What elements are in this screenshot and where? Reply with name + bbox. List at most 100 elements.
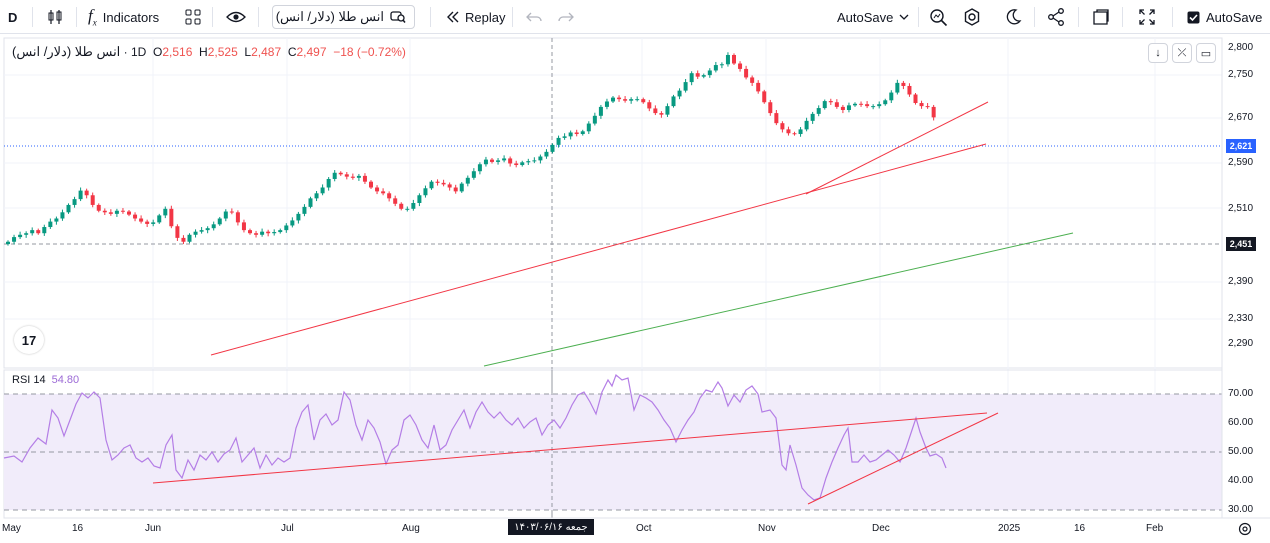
- candle-body: [798, 129, 803, 135]
- price-grid: [4, 74, 1222, 320]
- candle-body: [641, 99, 646, 103]
- replay-button[interactable]: Replay: [446, 0, 505, 34]
- chevron-down-icon: [899, 14, 909, 20]
- candle-body: [750, 77, 755, 83]
- grid-icon: [185, 9, 201, 25]
- price-axis-label: 2,750: [1228, 69, 1254, 80]
- candle-body: [665, 106, 670, 115]
- share-button[interactable]: [1046, 0, 1066, 34]
- logo-text: 17: [21, 332, 37, 348]
- candle-body: [550, 144, 555, 152]
- indicators-label: Indicators: [102, 9, 160, 25]
- candle-body: [846, 105, 851, 110]
- candle-body: [338, 172, 343, 175]
- undo-button[interactable]: [526, 0, 542, 34]
- redo-button[interactable]: [558, 0, 574, 34]
- candle-body: [139, 218, 144, 222]
- candle-body: [387, 193, 392, 199]
- rsi-legend[interactable]: RSI 14 54.80: [12, 374, 79, 386]
- candle-body: [653, 108, 658, 114]
- candle-body: [114, 210, 119, 214]
- candle-body: [48, 221, 53, 228]
- scroll-down-button[interactable]: ↓: [1148, 43, 1168, 63]
- time-axis-label: 16: [1074, 523, 1086, 534]
- candle-body: [441, 182, 446, 185]
- candle-body: [744, 68, 749, 78]
- candle-body: [369, 181, 373, 188]
- candle-body: [12, 237, 17, 242]
- interval-label: D: [8, 9, 18, 25]
- candle-body: [520, 162, 525, 166]
- candle-body: [453, 187, 458, 192]
- rsi-trendline-long: [152, 412, 988, 484]
- candle-body: [465, 177, 470, 184]
- candle-body: [423, 188, 428, 196]
- maximize-icon: ▭: [1200, 47, 1212, 60]
- candle-body: [859, 103, 864, 105]
- fullscreen-button[interactable]: [1138, 0, 1156, 34]
- tradingview-logo[interactable]: 17: [14, 326, 44, 354]
- symbol-search-box[interactable]: انس طلا (دلار/ انس): [272, 5, 415, 29]
- candle-body: [296, 213, 301, 221]
- candle-body: [278, 230, 283, 233]
- rsi-value: 54.80: [51, 374, 80, 386]
- candle-body: [54, 218, 59, 222]
- candle-body: [163, 208, 168, 216]
- eye-icon: [226, 11, 246, 23]
- candle-body: [133, 214, 138, 219]
- toolbar-divider: [918, 7, 919, 27]
- trendline-short: [805, 101, 989, 195]
- theme-toggle-button[interactable]: [1004, 0, 1022, 34]
- candle-body: [780, 123, 785, 130]
- candle-body: [871, 106, 876, 108]
- candle-body: [490, 159, 494, 162]
- settings-button[interactable]: [962, 0, 982, 34]
- legend-open-label: O: [153, 45, 163, 59]
- candle-body: [574, 132, 579, 135]
- price-axis-label: 2,290: [1228, 338, 1254, 349]
- quick-search-button[interactable]: [928, 0, 948, 34]
- candle-body: [229, 211, 234, 213]
- candle-body: [562, 136, 567, 138]
- candle-body: [260, 231, 265, 235]
- layouts-button[interactable]: [185, 0, 201, 34]
- autosave-dropdown-label: AutoSave: [837, 9, 894, 25]
- candle-body: [254, 233, 259, 235]
- candle-body: [181, 237, 186, 242]
- candle-body: [459, 183, 464, 192]
- indicators-button[interactable]: fx Indicators: [88, 0, 159, 34]
- autosave-toggle[interactable]: AutoSave: [1187, 0, 1262, 34]
- candle-body: [508, 158, 513, 164]
- time-axis-label: Jul: [281, 523, 294, 534]
- candle-body: [756, 82, 761, 92]
- candle-body: [568, 132, 573, 137]
- candle-body: [96, 204, 101, 211]
- candle-body: [925, 106, 930, 108]
- candle-body: [647, 102, 652, 109]
- collapse-pane-button[interactable]: ⤫: [1172, 43, 1192, 63]
- candle-body: [381, 191, 386, 194]
- legend-close-label: C: [287, 45, 297, 59]
- autosave-dropdown[interactable]: AutoSave: [837, 0, 909, 34]
- collapse-icon: ⤫: [1177, 46, 1187, 59]
- candle-style-button[interactable]: [46, 0, 64, 34]
- candle-body: [241, 222, 246, 231]
- candle-body: [822, 101, 827, 109]
- time-axis-label: Oct: [636, 523, 652, 534]
- rsi-axis-label: 30.00: [1228, 504, 1254, 515]
- candle-body: [78, 190, 83, 200]
- visibility-button[interactable]: [226, 0, 246, 34]
- arrow-down-icon: ↓: [1155, 47, 1161, 59]
- time-axis-settings-button[interactable]: [1238, 522, 1252, 541]
- rsi-axis-label: 50.00: [1228, 446, 1254, 457]
- legend-symbol[interactable]: انس طلا (دلار/ انس): [12, 44, 121, 59]
- layout-button[interactable]: [1092, 0, 1110, 34]
- chart-canvas[interactable]: [0, 35, 1270, 543]
- candle-body: [502, 158, 507, 161]
- interval-button[interactable]: D: [8, 0, 17, 34]
- checkbox-checked-icon[interactable]: [1187, 11, 1200, 24]
- candle-body: [816, 108, 821, 114]
- candle-body: [901, 82, 906, 86]
- candle-body: [199, 230, 204, 232]
- maximize-pane-button[interactable]: ▭: [1196, 43, 1216, 63]
